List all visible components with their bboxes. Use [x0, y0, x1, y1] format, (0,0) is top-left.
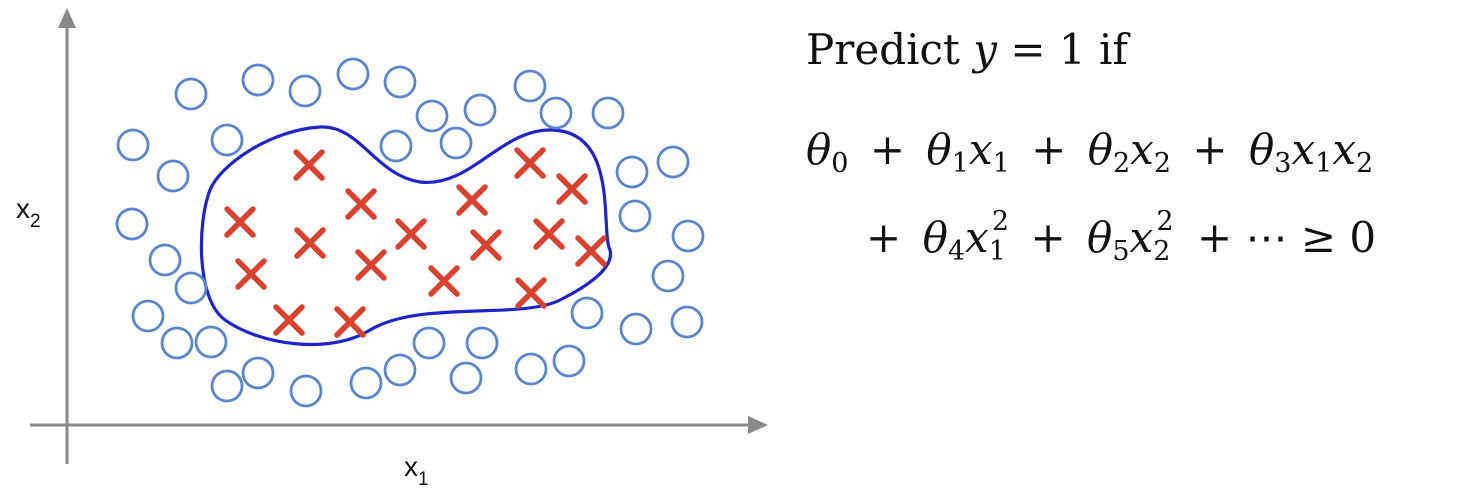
negative-example-circle-marker — [619, 312, 653, 346]
negative-example-circle-marker — [656, 145, 690, 179]
negative-example-circle-marker — [210, 369, 244, 403]
negative-example-circle-marker — [671, 219, 705, 253]
negative-example-circle-marker — [241, 356, 275, 390]
negative-example-circle-marker — [383, 353, 417, 387]
negative-example-circle-marker — [336, 57, 370, 91]
positive-example-cross-marker — [355, 249, 387, 281]
positive-example-cross-marker — [345, 188, 377, 220]
cross-stroke — [235, 258, 267, 290]
hypothesis-line-1: θ0 + θ1x1 + θ2x2 + θ3x1x2 — [806, 125, 1373, 182]
negative-example-circle-marker — [615, 155, 649, 189]
negative-example-circle-marker — [670, 305, 704, 339]
negative-example-circle-marker — [465, 326, 499, 360]
negative-example-circle-marker — [591, 96, 625, 130]
negative-example-circle-marker — [289, 374, 323, 408]
positive-example-cross-marker — [235, 258, 267, 290]
positive-example-cross-marker — [470, 229, 502, 261]
negative-example-circle-marker — [210, 123, 244, 157]
cross-stroke — [224, 206, 256, 238]
negative-example-circle-marker — [174, 77, 208, 111]
negative-example-circle-marker — [379, 129, 413, 163]
negative-example-circle-marker — [148, 243, 182, 277]
y-axis-arrowhead-icon — [58, 8, 76, 28]
decision-boundary — [199, 125, 612, 347]
positive-example-cross-marker — [533, 218, 565, 250]
negative-example-circle-marker — [449, 361, 483, 395]
positive-example-cross-marker — [294, 227, 326, 259]
cross-stroke — [456, 184, 488, 216]
cross-stroke — [294, 227, 326, 259]
scatter-markers — [115, 57, 705, 408]
negative-example-circle-marker — [174, 271, 208, 305]
negative-example-circle-marker — [241, 63, 275, 97]
negative-example-circle-marker — [383, 65, 417, 99]
cross-stroke — [575, 235, 607, 267]
positive-example-cross-marker — [293, 149, 325, 181]
cross-stroke — [293, 149, 325, 181]
positive-example-cross-marker — [575, 235, 607, 267]
negative-example-circle-marker — [513, 69, 547, 103]
positive-example-cross-marker — [456, 184, 488, 216]
negative-example-circle-marker — [115, 207, 149, 241]
positive-example-cross-marker — [428, 265, 460, 297]
cross-stroke — [428, 265, 460, 297]
negative-example-circle-marker — [349, 366, 383, 400]
negative-example-circle-marker — [412, 326, 446, 360]
negative-example-circle-marker — [439, 126, 473, 160]
positive-example-cross-marker — [556, 173, 588, 205]
cross-stroke — [345, 188, 377, 220]
negative-example-circle-marker — [570, 296, 604, 330]
negative-example-circle-marker — [194, 325, 228, 359]
negative-example-circle-marker — [514, 352, 548, 386]
predict-statement: Predict y = 1 if — [806, 25, 1131, 74]
cross-stroke — [556, 173, 588, 205]
negative-example-circle-marker — [618, 199, 652, 233]
positive-example-cross-marker — [395, 218, 427, 250]
cross-stroke — [515, 277, 547, 309]
cross-stroke — [355, 249, 387, 281]
negative-example-circle-marker — [463, 93, 497, 127]
cross-stroke — [514, 147, 546, 179]
negative-example-circle-marker — [415, 99, 449, 133]
cross-stroke — [470, 229, 502, 261]
negative-example-circle-marker — [160, 326, 194, 360]
negative-example-circle-marker — [131, 299, 165, 333]
x2-axis-label: x2 — [16, 193, 41, 232]
plot-axes — [30, 8, 768, 464]
positive-example-cross-marker — [514, 147, 546, 179]
positive-example-cross-marker — [224, 206, 256, 238]
positive-example-cross-marker — [273, 304, 305, 336]
negative-example-circle-marker — [539, 96, 573, 130]
hypothesis-line-2: + θ4x12 + θ5x22 + ⋯ ≥ 0 — [866, 191, 1376, 267]
cross-stroke — [395, 218, 427, 250]
cross-stroke — [533, 218, 565, 250]
cross-stroke — [273, 304, 305, 336]
negative-example-circle-marker — [288, 74, 322, 108]
negative-example-circle-marker — [552, 344, 586, 378]
negative-example-circle-marker — [651, 259, 685, 293]
x1-axis-label: x1 — [404, 451, 429, 490]
cross-stroke — [334, 306, 366, 338]
positive-example-cross-marker — [515, 277, 547, 309]
negative-example-circle-marker — [116, 128, 150, 162]
negative-example-circle-marker — [156, 159, 190, 193]
positive-example-cross-marker — [334, 306, 366, 338]
x-axis-arrowhead-icon — [748, 416, 768, 434]
